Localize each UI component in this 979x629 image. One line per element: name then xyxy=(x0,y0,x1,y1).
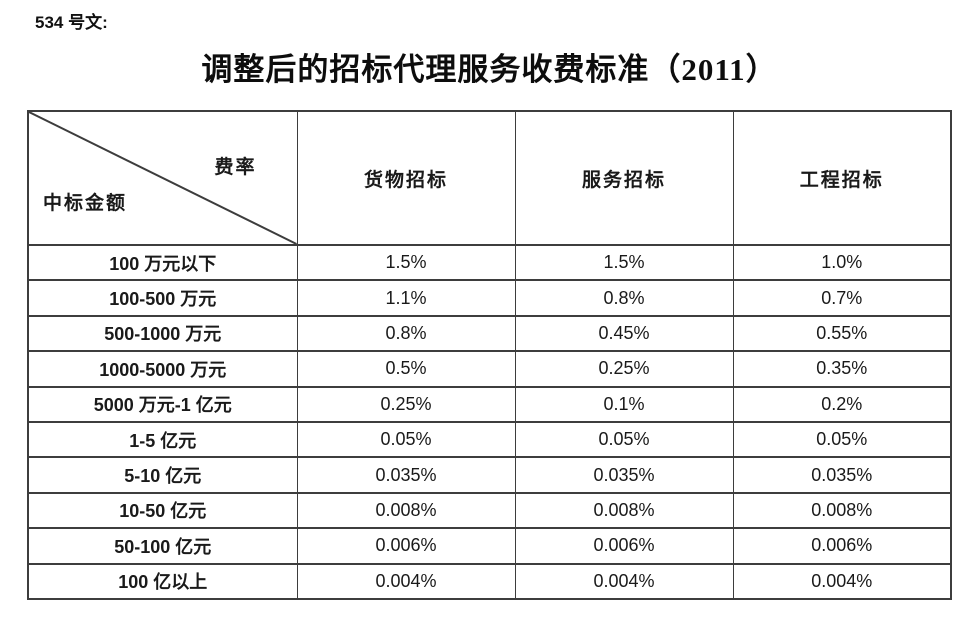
table-row: 100-500 万元 1.1% 0.8% 0.7% xyxy=(27,279,952,317)
rate-value: 0.006% xyxy=(514,527,734,565)
rate-value: 0.05% xyxy=(732,420,952,459)
table-row: 50-100 亿元 0.006% 0.006% 0.006% xyxy=(27,527,952,565)
table-row: 5-10 亿元 0.035% 0.035% 0.035% xyxy=(27,456,952,494)
rate-value: 0.004% xyxy=(514,562,734,601)
column-header-engineering: 工程招标 xyxy=(732,110,952,246)
diagonal-line xyxy=(29,112,297,244)
rate-value: 0.05% xyxy=(296,420,516,459)
row-label: 100 亿以上 xyxy=(27,562,298,601)
rate-value: 0.1% xyxy=(514,385,734,423)
rate-value: 0.035% xyxy=(514,456,734,494)
row-label: 100 万元以下 xyxy=(27,243,298,282)
rate-value: 0.008% xyxy=(732,491,952,530)
doc-number-label: 534 号文: xyxy=(35,13,108,32)
column-header-service: 服务招标 xyxy=(514,110,734,246)
rate-value: 0.004% xyxy=(296,562,516,601)
rate-value: 0.35% xyxy=(732,350,952,388)
rate-value: 0.2% xyxy=(732,385,952,423)
page-title: 调整后的招标代理服务收费标准（2011） xyxy=(201,52,778,87)
corner-label-amount: 中标金额 xyxy=(43,193,128,214)
row-label: 1000-5000 万元 xyxy=(27,350,298,388)
table-row: 100 亿以上 0.004% 0.004% 0.004% xyxy=(27,562,952,601)
column-header-goods: 货物招标 xyxy=(296,110,516,246)
table-row: 500-1000 万元 0.8% 0.45% 0.55% xyxy=(27,314,952,353)
rate-value: 1.0% xyxy=(732,243,952,282)
rate-value: 0.004% xyxy=(732,562,952,601)
table-row: 100 万元以下 1.5% 1.5% 1.0% xyxy=(27,243,952,282)
rate-value: 0.5% xyxy=(296,350,516,388)
rate-value: 0.25% xyxy=(296,385,516,423)
corner-header-cell: 费率 中标金额 xyxy=(27,110,298,246)
rate-value: 0.035% xyxy=(296,456,516,494)
table-row: 10-50 亿元 0.008% 0.008% 0.008% xyxy=(27,491,952,530)
rate-value: 0.7% xyxy=(732,279,952,317)
row-label: 5-10 亿元 xyxy=(27,456,298,494)
row-label: 1-5 亿元 xyxy=(27,420,298,459)
rate-value: 0.008% xyxy=(514,491,734,530)
rate-value: 0.45% xyxy=(514,314,734,353)
rate-value: 1.5% xyxy=(296,243,516,282)
header-row: 费率 中标金额 货物招标 服务招标 工程招标 xyxy=(27,110,952,246)
corner-label-rate: 费率 xyxy=(214,157,257,178)
rate-value: 1.5% xyxy=(514,243,734,282)
row-label: 5000 万元-1 亿元 xyxy=(27,385,298,423)
rate-value: 0.035% xyxy=(732,456,952,494)
rate-value: 1.1% xyxy=(296,279,516,317)
rate-value: 0.006% xyxy=(296,527,516,565)
row-label: 50-100 亿元 xyxy=(27,527,298,565)
rate-value: 0.25% xyxy=(514,350,734,388)
table-row: 5000 万元-1 亿元 0.25% 0.1% 0.2% xyxy=(27,385,952,423)
row-label: 100-500 万元 xyxy=(27,279,298,317)
rate-value: 0.006% xyxy=(732,527,952,565)
fee-rate-table: 费率 中标金额 货物招标 服务招标 工程招标 100 万元以下 1.5% 1.5… xyxy=(27,110,952,601)
rate-value: 0.8% xyxy=(514,279,734,317)
table-row: 1000-5000 万元 0.5% 0.25% 0.35% xyxy=(27,350,952,388)
row-label: 10-50 亿元 xyxy=(27,491,298,530)
rate-value: 0.05% xyxy=(514,420,734,459)
rate-value: 0.55% xyxy=(732,314,952,353)
rate-value: 0.8% xyxy=(296,314,516,353)
table-row: 1-5 亿元 0.05% 0.05% 0.05% xyxy=(27,420,952,459)
rate-value: 0.008% xyxy=(296,491,516,530)
row-label: 500-1000 万元 xyxy=(27,314,298,353)
